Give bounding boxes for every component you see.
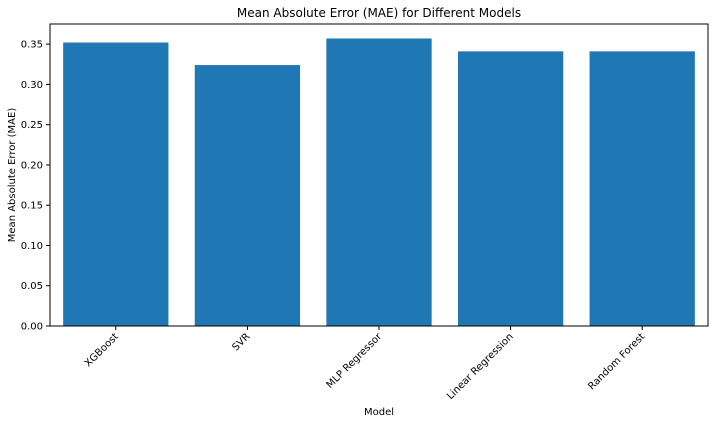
- x-tick-label: Linear Regression: [445, 331, 516, 402]
- y-tick-label: 0.25: [21, 120, 43, 131]
- x-tick-label: MLP Regressor: [325, 331, 385, 391]
- y-tick-label: 0.15: [21, 201, 43, 212]
- chart-title: Mean Absolute Error (MAE) for Different …: [237, 6, 521, 20]
- plot-frame: [49, 23, 709, 327]
- bar: [457, 51, 564, 326]
- x-tick-label: Random Forest: [586, 331, 647, 392]
- y-tick-label: 0.10: [21, 241, 43, 252]
- x-axis-label: Model: [364, 407, 394, 418]
- x-tick-label: SVR: [231, 331, 253, 353]
- x-axis: XGBoost SVR MLP Regressor Linear Regression…: [83, 326, 647, 402]
- y-tick-label: 0.30: [21, 80, 43, 91]
- bars-group: [63, 38, 695, 327]
- y-tick-label: 0.20: [21, 160, 43, 171]
- x-tick-label: XGBoost: [83, 331, 121, 369]
- bar: [326, 38, 432, 326]
- y-tick-label: 0.05: [21, 281, 43, 292]
- y-tick-label: 0.00: [21, 322, 43, 333]
- bar: [194, 65, 301, 327]
- bar: [589, 51, 695, 326]
- y-tick-label: 0.35: [21, 40, 43, 51]
- y-axis-label: Mean Absolute Error (MAE): [7, 108, 18, 243]
- bar: [63, 42, 169, 326]
- y-axis: 0.00 0.05 0.10 0.15 0.20 0.25 0.30 0.35: [21, 40, 50, 333]
